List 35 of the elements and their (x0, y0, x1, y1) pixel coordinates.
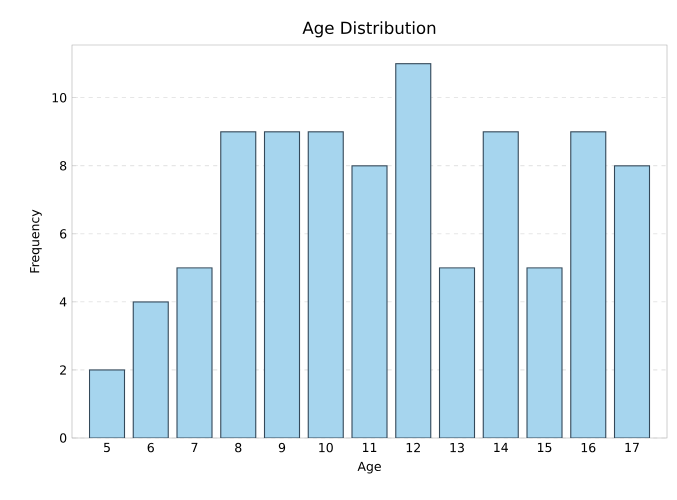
x-tick-label: 10 (319, 442, 333, 452)
bar (90, 370, 124, 438)
x-tick-label: 15 (538, 442, 552, 452)
x-tick-label: 13 (450, 442, 464, 452)
bar (570, 132, 606, 438)
bar (483, 132, 518, 438)
y-tick-label: 0 (60, 433, 66, 443)
bar (440, 268, 475, 438)
x-axis-title: Age (358, 462, 381, 474)
bar (133, 302, 168, 438)
bar (614, 165, 650, 438)
x-tick-label: 7 (192, 442, 198, 452)
x-tick-label: 9 (278, 442, 286, 452)
x-tick-label: 8 (235, 442, 242, 452)
x-tick-label: 11 (362, 442, 376, 452)
x-tick-label: 14 (494, 442, 508, 452)
y-tick-label: 8 (60, 161, 66, 170)
x-tick-label: 16 (582, 442, 596, 452)
bar (527, 268, 562, 438)
bar (264, 132, 300, 438)
bar (220, 132, 256, 438)
x-tick-label: 12 (406, 442, 420, 452)
bar (308, 132, 344, 438)
bar (396, 64, 431, 438)
bar (177, 268, 212, 438)
y-tick-label: 2 (60, 365, 66, 375)
x-tick-label: 17 (625, 442, 639, 452)
bar (352, 166, 388, 438)
x-tick-label: 5 (104, 442, 110, 452)
x-tick-label: 6 (148, 442, 154, 452)
y-axis-title: Frequency (30, 210, 42, 272)
y-tick-label: 4 (60, 297, 66, 306)
chart-title: Age Distribution (302, 21, 436, 38)
y-tick-label: 6 (60, 229, 66, 239)
y-tick-label: 10 (52, 93, 66, 102)
